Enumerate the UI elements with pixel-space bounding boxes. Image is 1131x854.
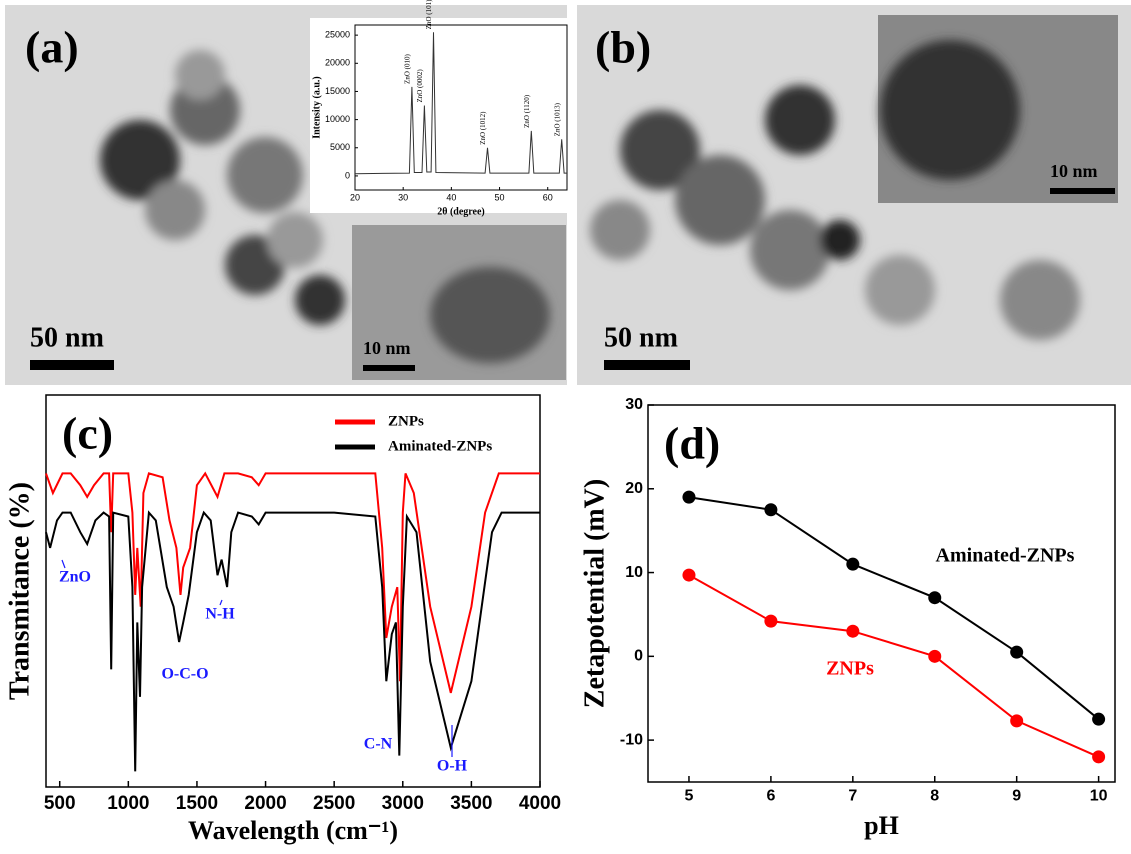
point: [1010, 714, 1024, 728]
plot-frame: [647, 404, 1116, 783]
x-axis-label: 2θ (degree): [437, 206, 485, 217]
y-tick-label: 20: [625, 480, 643, 497]
x-tick-label: 30: [398, 192, 408, 202]
x-tick-label: 7: [848, 788, 857, 805]
y-tick-label: 5000: [330, 142, 350, 152]
scale-bar-label: 50 nm: [604, 322, 678, 353]
point: [682, 568, 696, 582]
point: [928, 591, 942, 605]
series-line: [688, 496, 1100, 720]
panel-label: (c): [62, 408, 113, 459]
series-line: [354, 32, 567, 175]
point: [682, 490, 696, 504]
x-tick-label: 1000: [107, 793, 149, 814]
peak-label: ZnO (1013): [553, 102, 561, 136]
annotation-arrow: [219, 599, 223, 606]
y-axis-label: Transmitance (%): [4, 482, 35, 700]
tem-image-b: (b) 50 nm 10 nm: [577, 5, 1131, 385]
peak-label: ZnO (0002): [416, 69, 424, 103]
series-label: Aminated-ZNPs: [936, 545, 1075, 567]
x-tick-label: 8: [930, 788, 939, 805]
point: [764, 503, 778, 517]
point: [928, 649, 942, 663]
peak-label: ZnO (1120): [523, 94, 531, 128]
y-tick-label: 20000: [325, 58, 350, 68]
x-axis-label: Wavelength (cm⁻¹): [188, 816, 398, 845]
panel-label: (b): [595, 22, 651, 73]
x-tick-label: 2500: [313, 793, 355, 814]
tem-image-a: (a) 50 nm 10 nm: [5, 5, 567, 385]
annotation: O-C-O: [161, 666, 208, 683]
scale-bar-label: 50 nm: [30, 322, 104, 353]
point: [846, 624, 860, 638]
peak-label: ZnO (101): [425, 0, 433, 29]
x-tick-label: 60: [543, 192, 553, 202]
panel-label: (a): [25, 22, 79, 73]
x-tick-label: 1500: [176, 793, 218, 814]
x-tick-label: 4000: [519, 793, 561, 814]
panel-label: (d): [664, 418, 720, 469]
legend-label: Aminated-ZNPs: [388, 438, 492, 454]
legend-label: ZNPs: [388, 413, 424, 429]
x-axis-label: pH: [864, 811, 899, 840]
point: [846, 557, 860, 571]
series-line: [688, 574, 1100, 758]
y-tick-label: 0: [345, 170, 350, 180]
y-axis-label: Intensity (a.u.): [311, 76, 322, 139]
annotation: N-H: [205, 606, 235, 623]
y-tick-label: 0: [634, 648, 643, 665]
point: [1092, 750, 1106, 764]
point: [764, 614, 778, 628]
x-tick-label: 40: [446, 192, 456, 202]
annotation: ZnO: [59, 569, 91, 586]
x-tick-label: 2000: [244, 793, 286, 814]
x-tick-label: 3500: [450, 793, 492, 814]
point: [1092, 712, 1106, 726]
plot-frame: [45, 394, 541, 788]
x-tick-label: 50: [495, 192, 505, 202]
y-tick-label: 30: [625, 396, 643, 413]
y-tick-label: 10000: [325, 114, 350, 124]
y-axis-label: Zetapotential (mV): [579, 479, 610, 708]
series-line: [45, 471, 540, 694]
x-tick-label: 20: [350, 192, 360, 202]
y-tick-label: 15000: [325, 86, 350, 96]
x-tick-label: 3000: [382, 793, 424, 814]
point: [1010, 645, 1024, 659]
annotation: C-N: [364, 736, 393, 753]
x-tick-label: 6: [766, 788, 775, 805]
y-tick-label: 25000: [325, 30, 350, 40]
x-tick-label: 10: [1090, 788, 1108, 805]
x-tick-label: 9: [1012, 788, 1021, 805]
series-label: ZNPs: [826, 658, 874, 680]
x-tick-label: 5: [685, 788, 694, 805]
x-tick-label: 500: [44, 793, 76, 814]
annotation-arrow: [61, 559, 66, 569]
peak-label: ZnO (1012): [479, 111, 487, 145]
inset-scale-bar-label: 10 nm: [1050, 161, 1098, 181]
series-line: [45, 510, 540, 772]
inset-scale-bar-label: 10 nm: [363, 338, 411, 358]
peak-label: ZnO (010): [403, 54, 411, 84]
y-tick-label: 10: [625, 564, 643, 581]
annotation: O-H: [437, 758, 468, 775]
plot-frame: [354, 24, 568, 191]
y-tick-label: -10: [620, 731, 643, 748]
